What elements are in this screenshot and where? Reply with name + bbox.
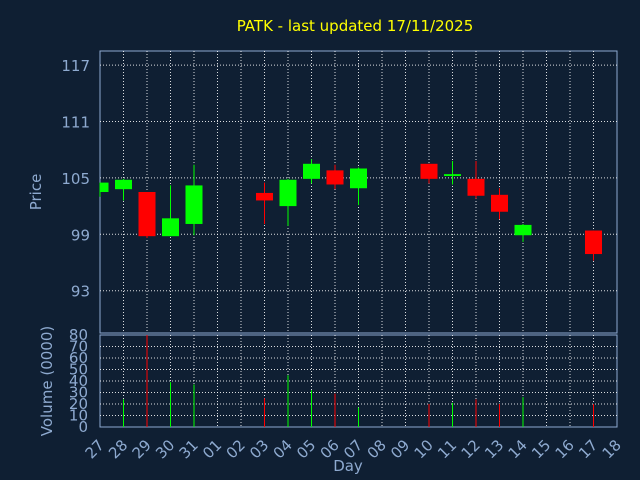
candle-body xyxy=(585,230,602,255)
candle-body xyxy=(444,174,461,177)
candle-body xyxy=(256,192,273,201)
candle-body xyxy=(162,218,179,237)
x-tick-label: 15 xyxy=(528,436,554,462)
price-tick-label: 93 xyxy=(71,283,90,301)
x-tick-label: 10 xyxy=(411,436,437,462)
candle-body xyxy=(350,168,367,189)
candle-body xyxy=(138,192,156,237)
volume-tick-label: 0 xyxy=(78,418,88,436)
x-tick-label: 12 xyxy=(458,436,484,462)
grid-lines xyxy=(100,51,617,427)
x-tick-label: 28 xyxy=(105,436,131,462)
x-tick-label: 16 xyxy=(552,436,578,462)
candle-body xyxy=(467,178,485,196)
x-tick-label: 27 xyxy=(82,436,108,462)
x-tick-label: 03 xyxy=(246,436,272,462)
x-tick-label: 04 xyxy=(270,436,296,462)
volume-axis-label: Volume (0000) xyxy=(38,326,56,436)
x-tick-label: 05 xyxy=(293,436,319,462)
chart-title: PATK - last updated 17/11/2025 xyxy=(237,17,474,35)
volume-tick-label: 20 xyxy=(69,395,88,413)
x-tick-label: 30 xyxy=(152,436,178,462)
price-tick-label: 105 xyxy=(61,170,90,188)
tick-labels: 9399105111117010203040506070802728293031… xyxy=(61,57,624,462)
candle-body xyxy=(326,170,344,185)
candle-body xyxy=(303,163,320,179)
x-tick-label: 29 xyxy=(129,436,155,462)
volume-tick-label: 10 xyxy=(69,407,88,425)
x-tick-label: 11 xyxy=(434,436,460,462)
candle-body xyxy=(115,179,132,190)
candle-body xyxy=(491,194,508,212)
price-tick-label: 117 xyxy=(61,57,90,75)
x-tick-label: 09 xyxy=(387,436,413,462)
x-tick-label: 01 xyxy=(199,436,225,462)
candle-body xyxy=(420,163,438,179)
price-candles xyxy=(99,159,602,261)
volume-tick-label: 50 xyxy=(69,361,88,379)
volume-tick-label: 60 xyxy=(69,349,88,367)
x-tick-label: 14 xyxy=(505,436,531,462)
volume-bars xyxy=(123,335,594,427)
volume-tick-label: 70 xyxy=(69,338,88,356)
candle-body xyxy=(100,182,109,192)
candle-body xyxy=(185,185,203,224)
x-tick-label: 08 xyxy=(364,436,390,462)
x-tick-label: 02 xyxy=(223,436,249,462)
price-tick-label: 111 xyxy=(61,114,90,132)
candle-body xyxy=(514,224,532,236)
x-tick-label: 13 xyxy=(481,436,507,462)
price-tick-label: 99 xyxy=(71,226,90,244)
x-tick-label: 31 xyxy=(176,436,202,462)
x-axis-label: Day xyxy=(333,457,363,475)
volume-tick-label: 30 xyxy=(69,384,88,402)
candle-body xyxy=(279,179,297,207)
x-tick-label: 17 xyxy=(575,436,601,462)
volume-tick-label: 40 xyxy=(69,372,88,390)
volume-tick-label: 80 xyxy=(69,326,88,344)
x-tick-label: 18 xyxy=(599,436,625,462)
price-axis-label: Price xyxy=(27,174,45,211)
